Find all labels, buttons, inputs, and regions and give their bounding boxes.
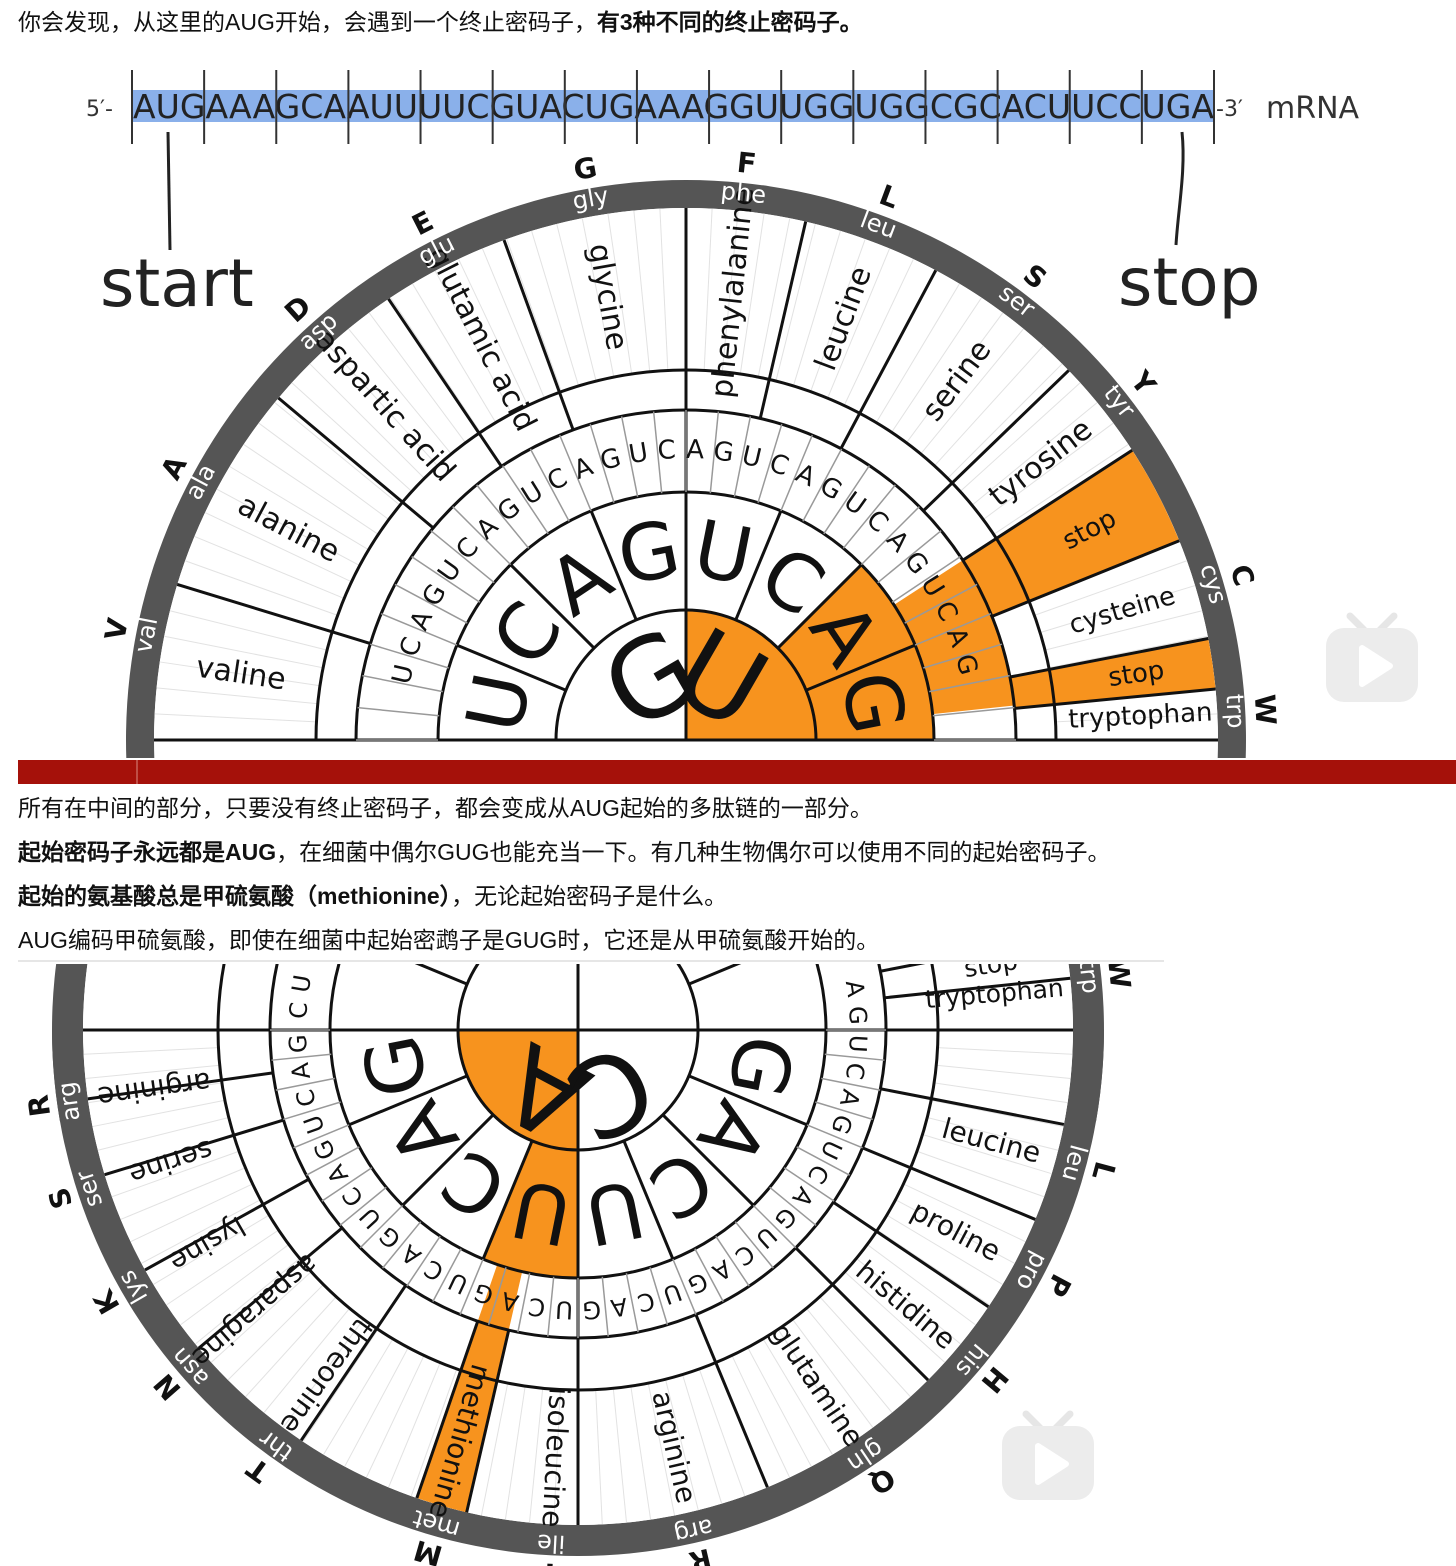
wheel-label: A — [471, 511, 505, 545]
wheel-label: G — [492, 492, 526, 528]
wheel-label: U — [838, 486, 871, 521]
wheel-label: A — [570, 451, 597, 485]
amino-letter: G — [571, 151, 599, 187]
para-2-bold: 起始密码子永远都是AUG — [18, 839, 277, 865]
wheel-label: G — [712, 436, 736, 468]
mrna-label: mRNA — [1266, 91, 1360, 126]
wheel-label: U — [555, 1295, 574, 1324]
wheel-label: C — [657, 435, 677, 466]
amino-letter: R — [21, 1093, 57, 1119]
para-4: AUG编码甲硫氨酸，即使在细菌中起始密鹉子是GUG时，它还是从甲硫氨酸开始的。 — [18, 927, 880, 953]
para-1: 所有在中间的部分，只要没有终止密码子，都会变成从AUG起始的多肽链的一部分。 — [18, 795, 873, 821]
mrna-highlight — [132, 90, 1214, 122]
wheel-label: A — [498, 1286, 521, 1317]
wheel-label: G — [417, 579, 453, 611]
wheel-label: A — [404, 606, 439, 635]
wheel-label: U — [517, 476, 549, 512]
amino-abbrev: trp — [1073, 962, 1104, 995]
wheel-label: C — [766, 448, 793, 482]
bilibili-play-icon[interactable] — [1000, 1410, 1096, 1502]
wheel-label: G — [898, 546, 934, 580]
wheel-label: C — [527, 1292, 548, 1322]
amino-letter: W — [1101, 962, 1137, 990]
wheel-label: C — [635, 1286, 658, 1317]
video-progress-bar — [18, 760, 1456, 784]
para-2-rest: ，在细菌中偶尔GUG也能充当一下。有几种生物偶尔可以使用不同的起始密码子。 — [276, 839, 1111, 865]
amino-letter: W — [1248, 693, 1283, 726]
para-3-rest: ，无论起始密码子是什么。 — [451, 883, 728, 909]
stop-label: stop — [1118, 244, 1261, 321]
wheel-label: U — [843, 1034, 872, 1053]
wheel-label: A — [840, 978, 870, 999]
wheel-label: C — [284, 1001, 313, 1020]
wheel-label: A — [686, 435, 705, 466]
amino-acid-label: isoleucine — [535, 1386, 575, 1528]
mrna-sequence: AUGAAAGCAAUUUUCGUACUGAAAGGUUGGUGGCGCACUU… — [133, 87, 1214, 126]
wheel-label: A — [286, 1060, 316, 1081]
wheel-label: G — [284, 1034, 313, 1054]
bilibili-play-icon[interactable] — [1324, 612, 1420, 704]
amino-letter: I — [543, 1557, 555, 1566]
wheel-label: U — [387, 662, 421, 687]
amino-letter: L — [1085, 1158, 1122, 1184]
wheel-label: C — [450, 532, 485, 565]
amino-letter: F — [735, 146, 757, 181]
wheel-label: G — [843, 1005, 872, 1025]
wheel-label: C — [291, 1087, 322, 1110]
wheel-label: A — [608, 1292, 629, 1322]
wheel-label: C — [840, 1061, 870, 1082]
wheel-label: U — [432, 555, 467, 588]
start-label: start — [100, 245, 254, 322]
wheel-label: G — [582, 1295, 602, 1324]
wheel-label: U — [627, 438, 651, 471]
para-3-bold: 起始的氨基酸总是甲硫氨酸（methionine） — [18, 883, 452, 909]
intro-plain: 你会发现，从这里的AUG开始，会遇到一个终止密码子， — [18, 9, 597, 35]
wheel-label: U — [739, 441, 764, 475]
wheel-label: G — [815, 471, 847, 507]
amino-abbrev: trp — [1220, 693, 1250, 729]
amino-abbrev: val — [129, 615, 163, 655]
amino-letter: S — [42, 1183, 80, 1212]
wheel-label: A — [834, 1087, 865, 1110]
amino-abbrev: phe — [720, 177, 768, 210]
wheel-label: C — [543, 463, 573, 498]
amino-abbrev: arg — [52, 1080, 85, 1123]
amino-abbrev: ile — [536, 1529, 566, 1558]
wheel-label: C — [394, 634, 428, 661]
wheel-label: A — [791, 458, 820, 493]
mrna-5prime: 5′- — [86, 97, 113, 122]
wheel-label: U — [287, 973, 318, 995]
intro-bold: 有3种不同的终止密码子。 — [596, 9, 863, 35]
mrna-3prime: -3′ — [1216, 97, 1243, 122]
decorative-swirl — [26, 760, 138, 784]
wheel-label: G — [597, 443, 624, 477]
codon-wheel-top-figure: 5′- AUGAAAGCAAUUUUCGUACUGAAAGGUUGGUGGCGC… — [86, 70, 1360, 758]
amino-letter: V — [98, 615, 135, 643]
para-2: 起始密码子永远都是AUG，在细菌中偶尔GUG也能充当一下。有几种生物偶尔可以使用… — [18, 836, 1111, 868]
divider — [18, 960, 1164, 962]
amino-letter: C — [1223, 561, 1260, 590]
amino-abbrev: gly — [570, 181, 610, 215]
intro-line: 你会发现，从这里的AUG开始，会遇到一个终止密码子，有3种不同的终止密码子。 — [18, 6, 863, 38]
wheel-label: A — [880, 525, 914, 559]
wheel-label: C — [860, 504, 893, 539]
amino-letter: L — [875, 178, 903, 215]
para-3: 起始的氨基酸总是甲硫氨酸（methionine），无论起始密码子是什么。 — [18, 880, 727, 912]
